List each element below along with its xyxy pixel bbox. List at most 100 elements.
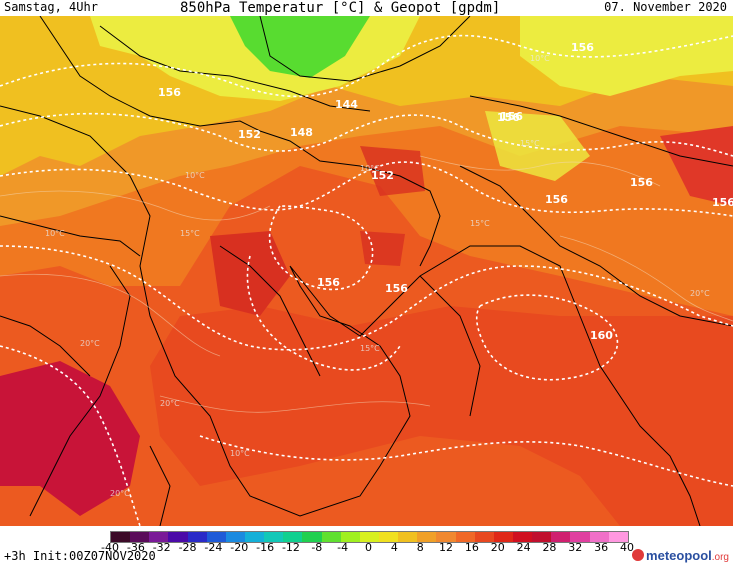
scale-swatch: [417, 532, 437, 542]
header-bar: Samstag, 4Uhr 850hPa Temperatur [°C] & G…: [0, 0, 733, 16]
geopot-label: 156: [630, 176, 653, 189]
temp-label: 20°C: [160, 399, 180, 408]
temp-label: 20°C: [110, 489, 130, 498]
geopot-labels: 156 156 152 148 144 152 156 156 156 156 160 156 156 1…: [158, 41, 733, 342]
temp-zone-deep-red: [0, 361, 140, 516]
scale-label: -12: [281, 541, 300, 554]
scale-swatch: [130, 532, 150, 542]
scale-label: -8: [311, 541, 323, 554]
color-scale-bar: [110, 531, 629, 543]
valid-time-label: Samstag, 4Uhr: [4, 0, 98, 14]
scale-label: 32: [568, 541, 583, 554]
scale-swatch: [168, 532, 188, 542]
scale-swatch: [359, 532, 379, 542]
geopot-label: 148: [290, 126, 313, 139]
scale-swatch: [340, 532, 360, 542]
brand-name: meteopool: [646, 548, 712, 563]
scale-label: -40: [101, 541, 119, 554]
brand-logo[interactable]: meteopool.org: [632, 548, 729, 563]
scale-swatch: [149, 532, 169, 542]
scale-label: -36: [126, 541, 145, 554]
scale-swatch: [206, 532, 226, 542]
temp-zone-red-iran: [360, 146, 425, 196]
geopot-label: 156: [545, 193, 568, 206]
footer-bar: -40 -36 -32 -28 -24 -20 -16 -12 -8 -4 0 4 8 12 16 20 24 2…: [0, 526, 733, 566]
geopot-label: 156: [500, 110, 523, 123]
scale-label: 40: [620, 541, 634, 554]
temp-zone-green: [230, 16, 370, 78]
geopot-label: 156: [385, 282, 408, 295]
scale-label: -16: [256, 541, 275, 554]
scale-label: 4: [390, 541, 398, 554]
meteopool-logo-icon: [632, 549, 645, 561]
temp-zone-yellow-ne: [520, 16, 733, 96]
temp-label: 15°C: [470, 219, 490, 228]
scale-swatch: [512, 532, 533, 542]
temp-isotherms: [0, 155, 733, 413]
geopot-label: 156: [571, 41, 594, 54]
temp-label: 10°C: [230, 449, 250, 458]
date-label: 07. November 2020: [604, 0, 727, 14]
temp-labels: 10°C 10°C 15°C 10°C 15°C 10°C 20°C 20°C 10°C 15°C…: [45, 54, 710, 498]
scale-swatch: [608, 532, 628, 542]
scale-swatch: [436, 532, 456, 542]
geopot-label: 156: [158, 86, 181, 99]
scale-label: 0: [365, 541, 372, 554]
scale-label: 24: [516, 541, 531, 554]
geopot-label: 156: [317, 276, 340, 289]
scale-swatch: [474, 532, 494, 542]
temp-label: 10°C: [360, 164, 380, 173]
geopot-label: 156: [497, 111, 520, 124]
scale-label: -20: [230, 541, 249, 554]
temp-label: 15°C: [520, 139, 540, 148]
scale-swatch: [378, 532, 399, 542]
scale-swatch: [551, 532, 571, 542]
scale-swatch: [111, 532, 131, 542]
scale-swatch: [244, 532, 265, 542]
scale-swatch: [532, 532, 552, 542]
geopot-label: 152: [238, 128, 261, 141]
scale-swatch: [264, 532, 284, 542]
scale-swatch: [455, 532, 475, 542]
geopot-contours: [0, 34, 733, 526]
scale-label: -4: [337, 541, 349, 554]
geopot-label: 156: [712, 196, 733, 209]
temp-zone-himalaya-yellow: [485, 111, 590, 181]
temp-label: 15°C: [180, 229, 200, 238]
init-time-label: +3h Init:00Z07NOV2020: [4, 549, 156, 563]
country-borders: [0, 16, 733, 526]
scale-swatch: [398, 532, 418, 542]
temp-zone-red-gulf: [360, 231, 405, 266]
temp-label: 10°C: [45, 229, 65, 238]
scale-swatch: [321, 532, 341, 542]
scale-label: 16: [464, 541, 479, 554]
temp-label: 10°C: [530, 54, 550, 63]
scale-label: 20: [490, 541, 505, 554]
scale-label: 28: [542, 541, 557, 554]
geopot-label: 160: [590, 329, 613, 342]
geopot-label: 152: [371, 169, 394, 182]
scale-swatch: [187, 532, 207, 542]
temp-label: 20°C: [690, 289, 710, 298]
scale-swatch: [225, 532, 245, 542]
temp-zone-deep-red-ne: [660, 126, 733, 206]
geopot-label: 144: [335, 98, 358, 111]
weather-map[interactable]: 156 156 152 148 144 152 156 156 156 156 160 156 156 1…: [0, 16, 733, 526]
temp-label: 20°C: [80, 339, 100, 348]
scale-swatch: [302, 532, 322, 542]
temp-label: 15°C: [360, 344, 380, 353]
scale-label: 36: [594, 541, 609, 554]
scale-label: 12: [439, 541, 454, 554]
temp-label: 10°C: [185, 171, 205, 180]
scale-label: -24: [204, 541, 223, 554]
brand-suffix: .org: [711, 552, 729, 563]
scale-label: -32: [152, 541, 171, 554]
chart-title: 850hPa Temperatur [°C] & Geopot [gpdm]: [180, 0, 501, 16]
color-scale-labels: -40 -36 -32 -28 -24 -20 -16 -12 -8 -4 0 4 8 12 16 20 24 2…: [101, 541, 634, 555]
scale-swatch: [589, 532, 609, 542]
temp-zone-red-se: [150, 306, 733, 526]
scale-swatch: [283, 532, 303, 542]
scale-swatch: [493, 532, 513, 542]
scale-label: 8: [416, 541, 424, 554]
